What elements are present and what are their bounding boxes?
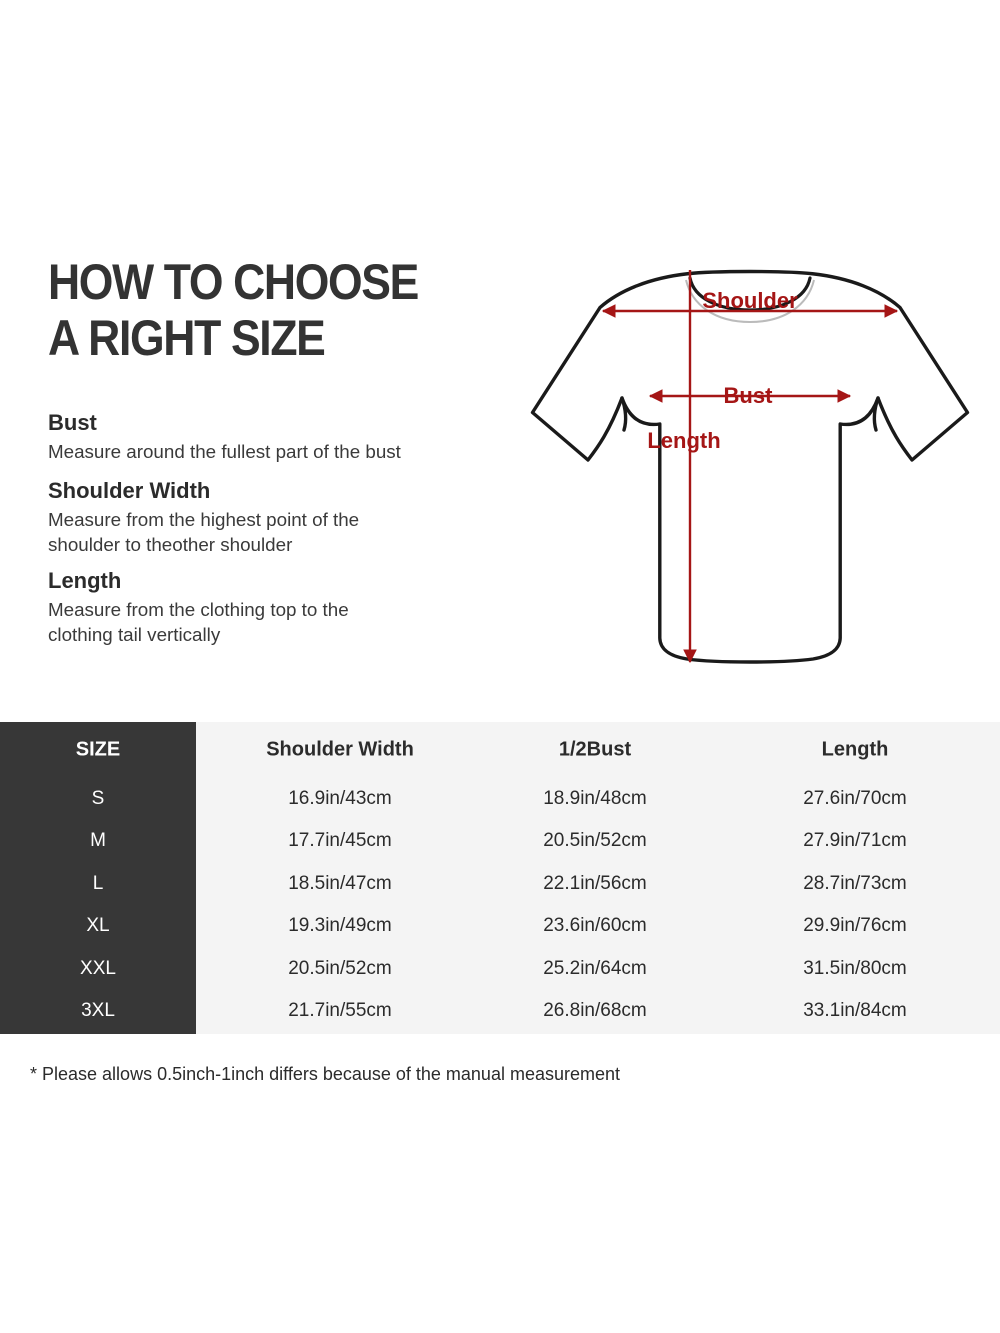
svg-text:Bust: Bust	[724, 383, 774, 408]
svg-text:Length: Length	[647, 428, 720, 453]
svg-text:Shoulder: Shoulder	[702, 288, 798, 313]
